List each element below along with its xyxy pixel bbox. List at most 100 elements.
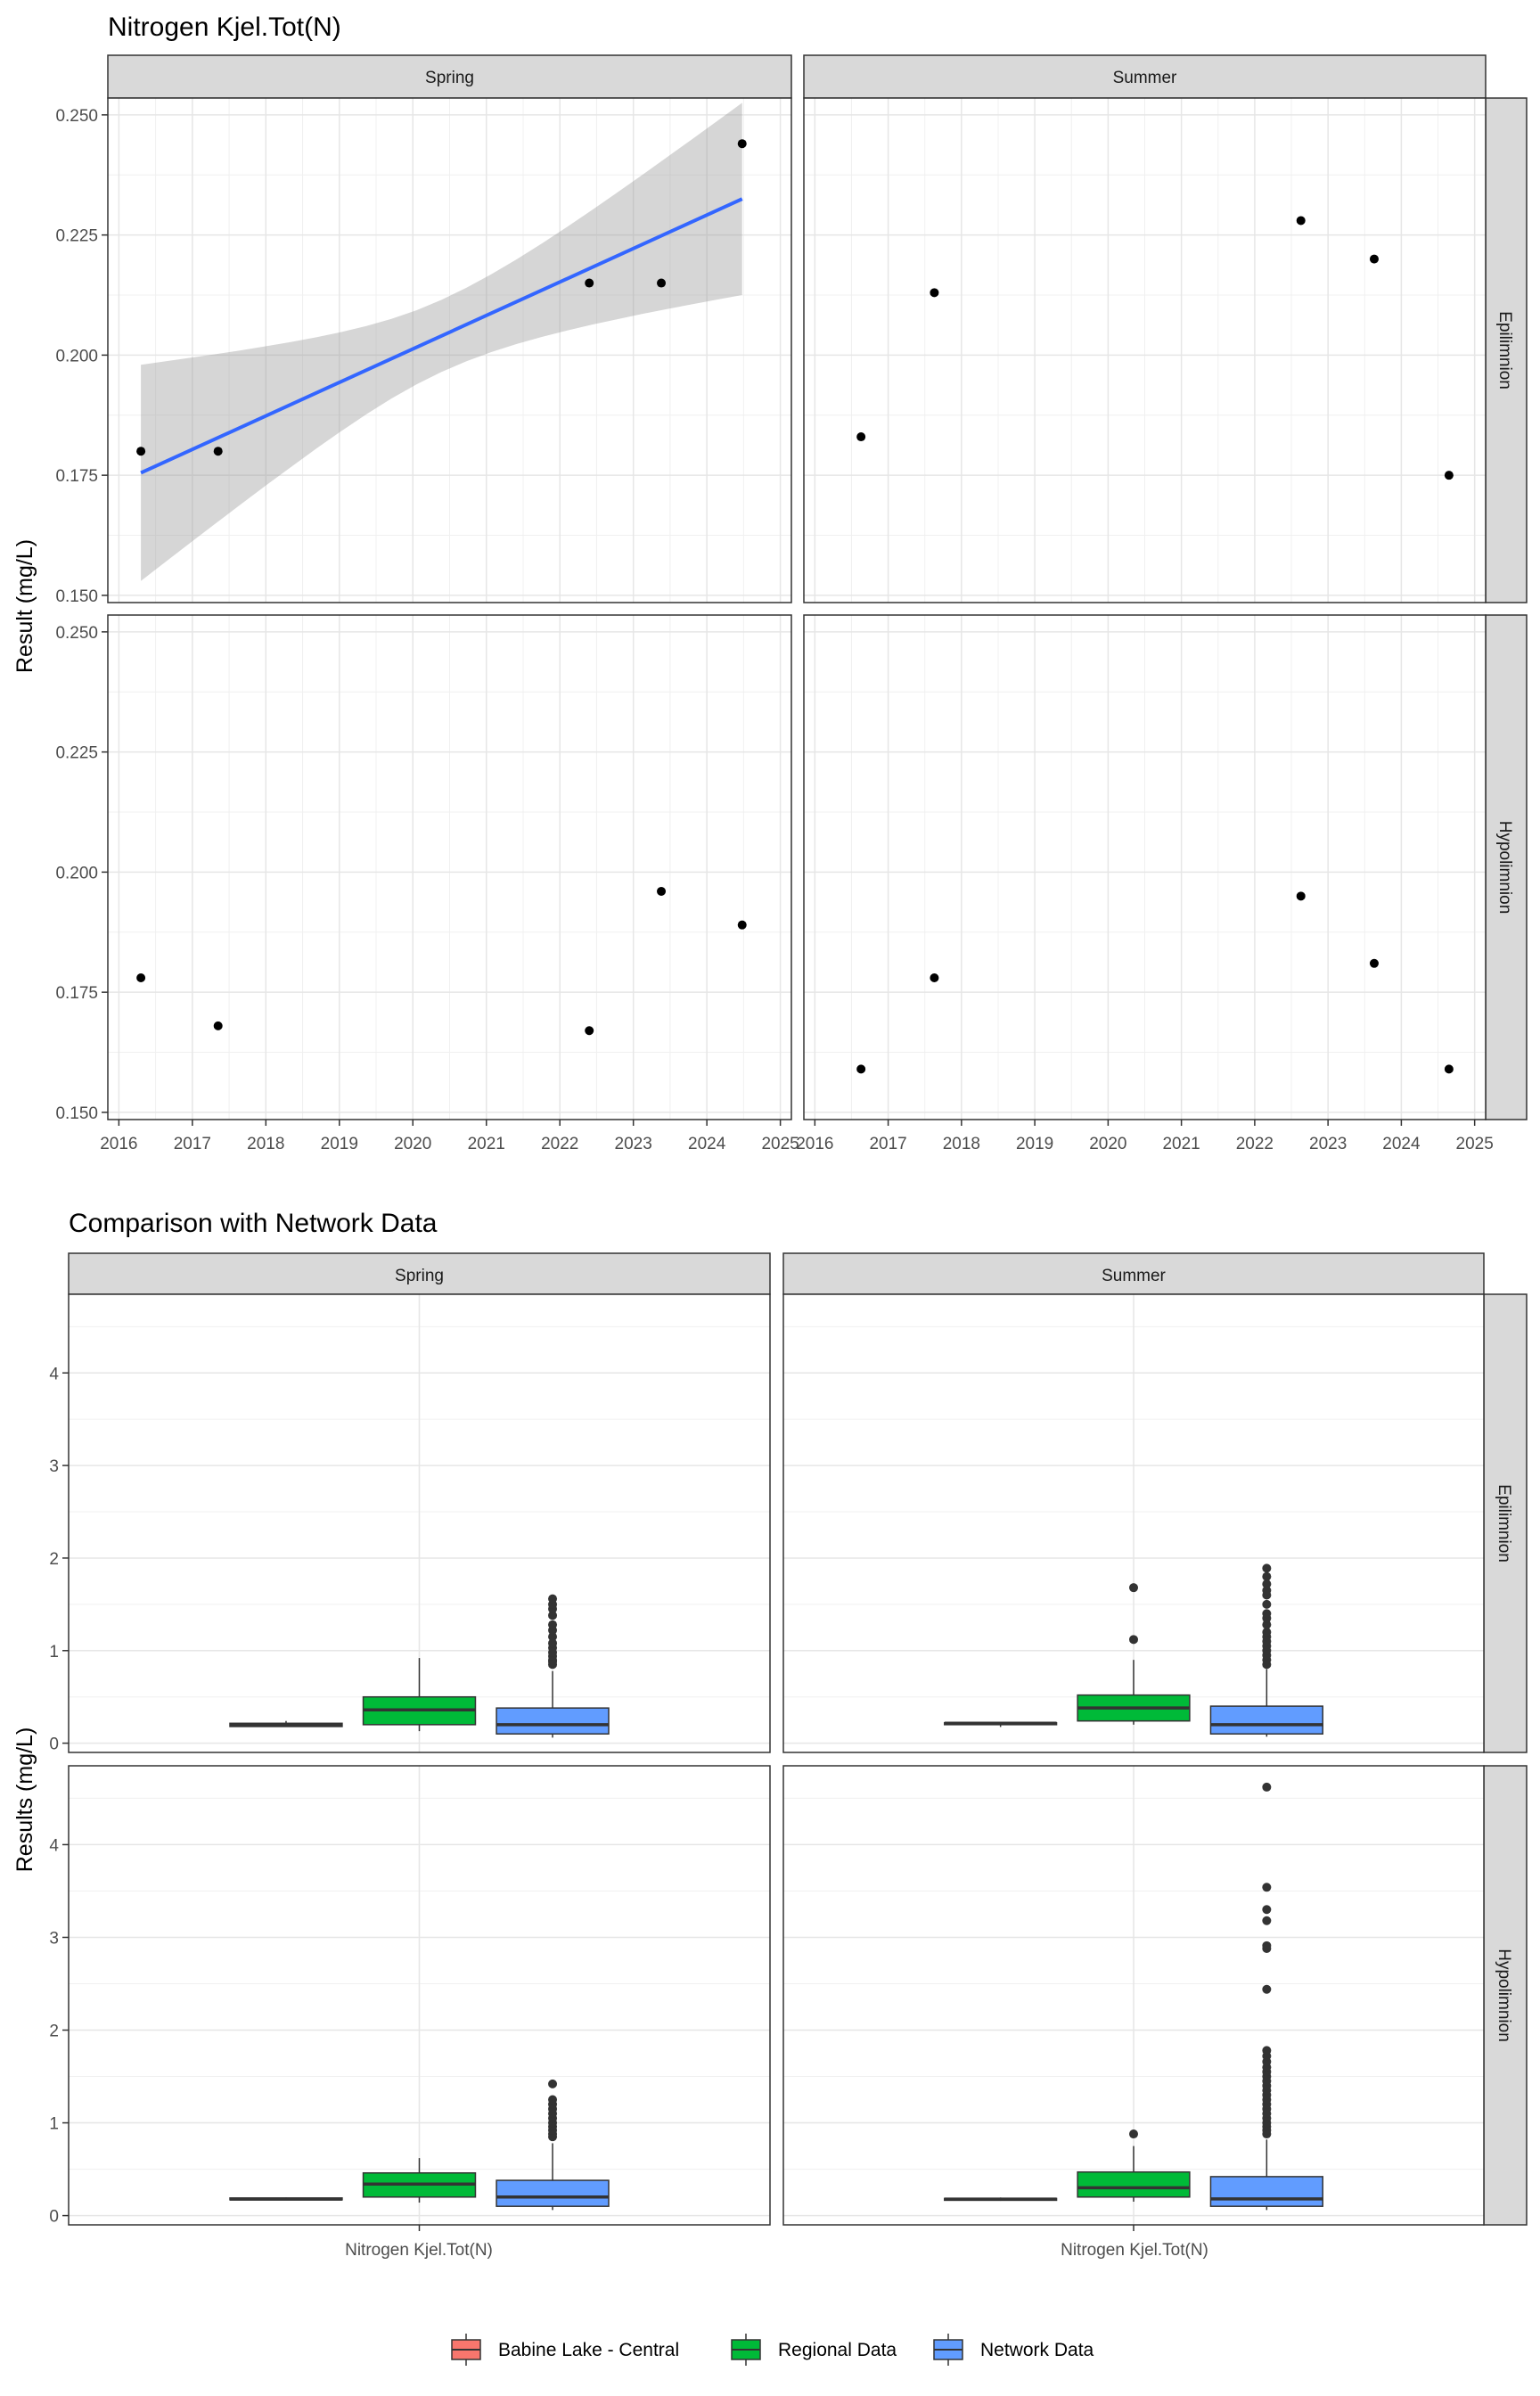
box-babine-lake-central [229, 2197, 343, 2201]
x-tick-label: 2021 [468, 1135, 505, 1153]
x-tick-label: 2018 [247, 1135, 284, 1153]
x-tick-label: 2025 [761, 1135, 799, 1153]
legend-label: Regional Data [778, 2340, 897, 2360]
legend-label: Network Data [980, 2340, 1094, 2360]
box-body [496, 1707, 610, 1735]
bottom-strip-label-epilimnion: Epilimnion [1495, 1484, 1513, 1563]
x-tick-label: 2024 [688, 1135, 726, 1153]
x-tick-label: 2016 [796, 1135, 833, 1153]
top-chart-title: Nitrogen Kjel.Tot(N) [108, 12, 341, 42]
y-tick-label: 0.250 [55, 624, 98, 643]
data-point [1444, 471, 1454, 480]
outlier-point [548, 1594, 558, 1604]
x-tick-label: 2022 [1236, 1135, 1274, 1153]
outlier-point [1262, 1586, 1272, 1596]
y-tick-label: 0 [49, 1735, 59, 1754]
outlier-point [1262, 1782, 1272, 1792]
y-tick-label: 2 [49, 2023, 59, 2041]
outlier-point [548, 1611, 558, 1621]
top-strip-label-epilimnion: Epilimnion [1495, 311, 1514, 390]
bottom-strip-epilimnion [1483, 1293, 1528, 1753]
top-strip-label-summer: Summer [1113, 69, 1177, 87]
data-point [136, 447, 146, 456]
x-tick-label: 2019 [1016, 1135, 1053, 1153]
x-tick-label: 2025 [1456, 1135, 1494, 1153]
box-body [1209, 2176, 1323, 2207]
bottom-panel-summer-epilimnion [782, 1293, 1485, 1753]
top-facet-chart: Spring Summer Epilimnion Hypolimnion 0.150 0.… [55, 54, 1528, 1153]
outlier-point [1262, 1620, 1272, 1629]
y-tick-label: 0.225 [55, 227, 98, 246]
top-chart-y-axis-label: Result (mg/L) [12, 539, 37, 673]
box-regional-data [362, 1658, 477, 1732]
bottom-facet-chart: Spring Summer Epilimnion Hypolimnion 0 1 2 3 4 0 1… [49, 1252, 1528, 2231]
data-point [737, 139, 747, 149]
top-panel-summer-epilimnion-border [803, 97, 1487, 603]
box-body [1209, 1705, 1323, 1735]
x-tick-label: 2018 [943, 1135, 980, 1153]
top-panel-spring-hypolimnion-border [107, 614, 792, 1120]
outlier-point [1262, 1599, 1272, 1609]
data-point [585, 278, 594, 288]
bottom-strip-label-hypolimnion: Hypolimnion [1495, 1949, 1513, 2042]
outlier-point [1262, 1984, 1272, 1994]
bottom-panel-summer-epilimnion-border [782, 1293, 1485, 1753]
top-panel-summer-hypolimnion-border [803, 614, 1487, 1120]
data-point [930, 288, 939, 298]
box-regional-data [362, 2158, 477, 2203]
outlier-point [1129, 2129, 1138, 2139]
top-panel-spring-hypolimnion [107, 614, 792, 1120]
x-tick-label: 2020 [394, 1135, 431, 1153]
y-tick-label: 4 [49, 1365, 59, 1383]
top-panel-summer-epilimnion [803, 97, 1487, 603]
box-network-data [496, 2079, 610, 2211]
box-babine-lake-central [944, 1721, 1058, 1727]
y-tick-label: 1 [49, 1643, 59, 1662]
data-point [1296, 216, 1306, 226]
outlier-point [548, 2095, 558, 2105]
outlier-point [1262, 2046, 1272, 2055]
data-point [1296, 891, 1306, 901]
x-tick-label: 2023 [1309, 1135, 1347, 1153]
bottom-spring-x-tick-label: Nitrogen Kjel.Tot(N) [345, 2241, 493, 2260]
bottom-panel-summer-hypolimnion [782, 1765, 1485, 2226]
y-tick-label: 2 [49, 1550, 59, 1569]
legend-item-regional-data: Regional Data [731, 2334, 897, 2366]
x-tick-label: 2022 [541, 1135, 578, 1153]
data-point [1369, 958, 1379, 968]
data-point [657, 886, 667, 896]
data-point [585, 1026, 594, 1036]
top-strip-spring [107, 54, 792, 99]
outlier-point [1129, 1583, 1138, 1593]
legend-label: Babine Lake - Central [498, 2340, 679, 2360]
box-network-data [1209, 1563, 1323, 1737]
x-tick-label: 2024 [1382, 1135, 1421, 1153]
top-panel-spring-epilimnion [107, 97, 792, 603]
x-tick-label: 2016 [100, 1135, 137, 1153]
x-tick-label: 2017 [174, 1135, 211, 1153]
top-strip-label-hypolimnion: Hypolimnion [1495, 821, 1514, 915]
outlier-point [1262, 1905, 1272, 1915]
legend-item-babine-lake-central: Babine Lake - Central [451, 2334, 679, 2366]
outlier-point [548, 1638, 558, 1648]
outlier-point [1262, 1609, 1272, 1619]
top-panel-spring-epilimnion-border [107, 97, 792, 603]
x-tick-label: 2019 [321, 1135, 358, 1153]
box-regional-data [1077, 1583, 1191, 1725]
bottom-chart-y-axis-label: Results (mg/L) [12, 1727, 37, 1873]
bottom-strip-hypolimnion [1483, 1765, 1528, 2226]
y-tick-label: 3 [49, 1457, 59, 1476]
outlier-point [1262, 1628, 1272, 1637]
y-tick-label: 1 [49, 2115, 59, 2134]
x-tick-label: 2020 [1089, 1135, 1126, 1153]
bottom-strip-summer [782, 1252, 1485, 1295]
bottom-strip-label-summer: Summer [1102, 1267, 1166, 1285]
y-tick-label: 0.150 [55, 1104, 98, 1123]
outlier-point [1262, 1941, 1272, 1950]
data-point [213, 1021, 223, 1030]
box-body [496, 2179, 610, 2207]
data-point [136, 972, 146, 982]
bottom-panel-spring-epilimnion [68, 1293, 771, 1753]
box-babine-lake-central [229, 1720, 343, 1727]
data-point [737, 920, 747, 930]
